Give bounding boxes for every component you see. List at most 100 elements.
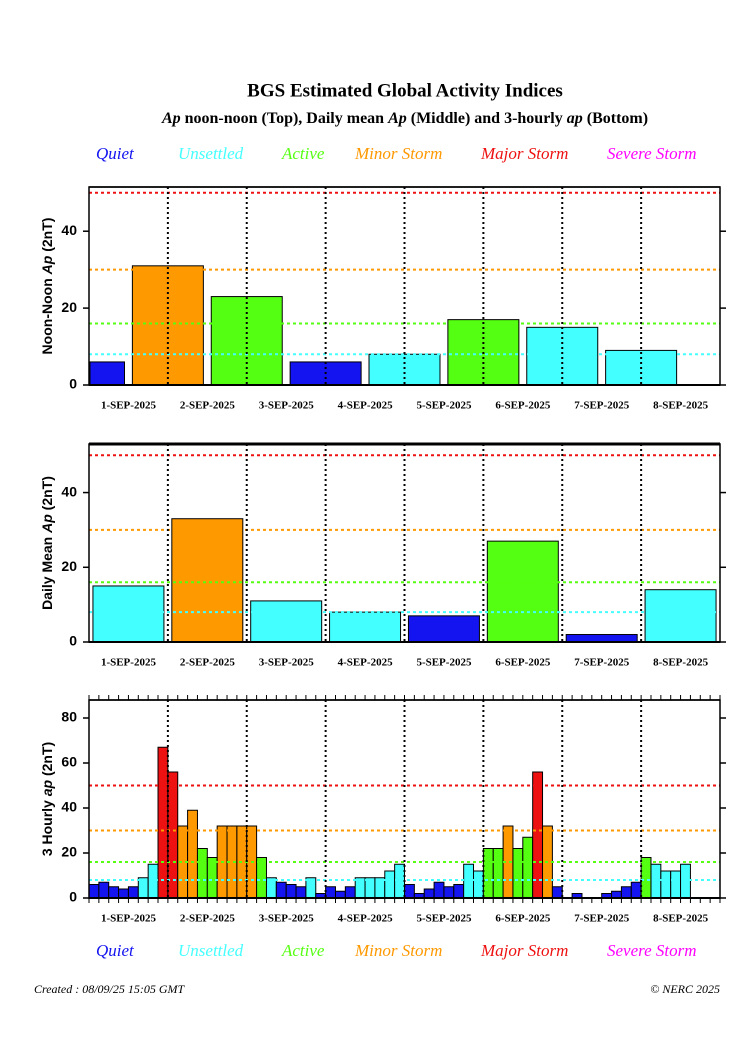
x-tick-label: 3-SEP-2025 — [259, 913, 315, 925]
bar — [118, 888, 129, 899]
bar — [492, 848, 504, 899]
bar — [131, 265, 204, 386]
bar — [644, 589, 717, 643]
text-part: ap — [567, 110, 583, 127]
legend-item: Quiet — [96, 941, 135, 960]
y-axis-label: Daily Mean Ap (2nT) — [39, 476, 55, 610]
x-tick-label: 1-SEP-2025 — [101, 400, 157, 412]
x-tick-label: 2-SEP-2025 — [180, 657, 236, 669]
legend-item: Minor Storm — [354, 144, 442, 163]
bar — [404, 884, 415, 899]
x-tick-label: 5-SEP-2025 — [416, 400, 472, 412]
bar — [368, 353, 441, 386]
bar — [250, 600, 323, 643]
bar — [407, 615, 480, 643]
copyright: © NERC 2025 — [650, 982, 720, 996]
x-tick-label: 7-SEP-2025 — [574, 657, 630, 669]
legend-item: Unsettled — [178, 144, 244, 163]
x-tick-label: 3-SEP-2025 — [259, 657, 315, 669]
bar — [526, 326, 599, 386]
bar — [92, 585, 165, 643]
bar — [187, 809, 198, 899]
y-tick-label: 0 — [69, 633, 77, 649]
y-tick-label: 0 — [69, 376, 77, 392]
text-part: Ap — [39, 255, 55, 275]
y-tick-label: 20 — [61, 844, 77, 860]
legend-item: Active — [281, 144, 325, 163]
bar — [147, 863, 159, 899]
bar — [433, 881, 445, 899]
bar — [640, 857, 652, 899]
bar — [611, 890, 622, 899]
bar — [630, 881, 642, 899]
bar — [551, 886, 563, 899]
bar — [171, 518, 244, 643]
legend-item: Quiet — [96, 144, 135, 163]
bar — [285, 884, 297, 899]
bar — [206, 857, 218, 899]
bar — [522, 836, 534, 899]
x-tick-label: 1-SEP-2025 — [101, 657, 157, 669]
y-tick-label: 40 — [61, 799, 77, 815]
x-tick-label: 2-SEP-2025 — [180, 400, 236, 412]
y-tick-label: 40 — [61, 222, 77, 238]
bar — [108, 886, 120, 899]
x-tick-label: 7-SEP-2025 — [574, 913, 630, 925]
text-part: (2nT) — [39, 218, 55, 256]
text-part: Daily Mean — [39, 533, 55, 610]
bar — [473, 870, 484, 899]
text-part: Ap — [39, 514, 55, 534]
legend-item: Active — [281, 941, 325, 960]
legend-item: Unsettled — [178, 941, 244, 960]
text-part: Ap — [161, 110, 181, 127]
bar — [334, 890, 346, 899]
x-tick-label: 3-SEP-2025 — [259, 400, 315, 412]
bar — [196, 848, 208, 899]
bar — [344, 886, 356, 899]
y-tick-label: 0 — [69, 889, 77, 905]
legend-item: Major Storm — [480, 941, 568, 960]
bar — [482, 848, 494, 899]
bar — [157, 746, 169, 899]
x-tick-label: 8-SEP-2025 — [653, 657, 709, 669]
bar — [512, 848, 524, 899]
x-tick-label: 2-SEP-2025 — [180, 913, 236, 925]
bar — [650, 863, 662, 899]
bar — [423, 888, 435, 899]
bar — [463, 863, 475, 899]
y-tick-label: 20 — [61, 299, 77, 315]
bar — [295, 886, 307, 899]
x-tick-label: 5-SEP-2025 — [416, 657, 472, 669]
y-tick-label: 20 — [61, 558, 77, 574]
y-axis-label: 3 Hourly ap (2nT) — [39, 742, 55, 856]
text-part: Noon-Noon — [39, 274, 55, 354]
y-tick-label: 60 — [61, 754, 77, 770]
legend-item: Major Storm — [480, 144, 568, 163]
x-tick-label: 6-SEP-2025 — [495, 913, 551, 925]
bar — [329, 611, 402, 643]
created: Created : 08/09/25 15:05 GMT — [34, 982, 186, 996]
bar — [98, 881, 110, 899]
bar — [210, 296, 283, 386]
legend-item: Severe Storm — [607, 941, 697, 960]
x-tick-label: 4-SEP-2025 — [338, 657, 394, 669]
x-tick-label: 6-SEP-2025 — [495, 657, 551, 669]
bar — [127, 886, 139, 899]
bar — [620, 886, 632, 899]
x-tick-label: 7-SEP-2025 — [574, 400, 630, 412]
bar — [88, 884, 100, 899]
y-axis-label: Noon-Noon Ap (2nT) — [39, 218, 55, 355]
bar — [680, 863, 691, 899]
x-tick-label: 4-SEP-2025 — [338, 400, 394, 412]
bar — [670, 870, 682, 899]
bar — [275, 881, 287, 899]
text-part: noon-noon (Top), Daily mean — [181, 110, 388, 127]
bar — [394, 863, 405, 899]
x-tick-label: 1-SEP-2025 — [101, 913, 157, 925]
x-tick-label: 8-SEP-2025 — [653, 913, 709, 925]
x-tick-label: 4-SEP-2025 — [338, 913, 394, 925]
bar — [443, 886, 455, 899]
bar — [565, 634, 638, 643]
text-part: (2nT) — [39, 476, 55, 514]
